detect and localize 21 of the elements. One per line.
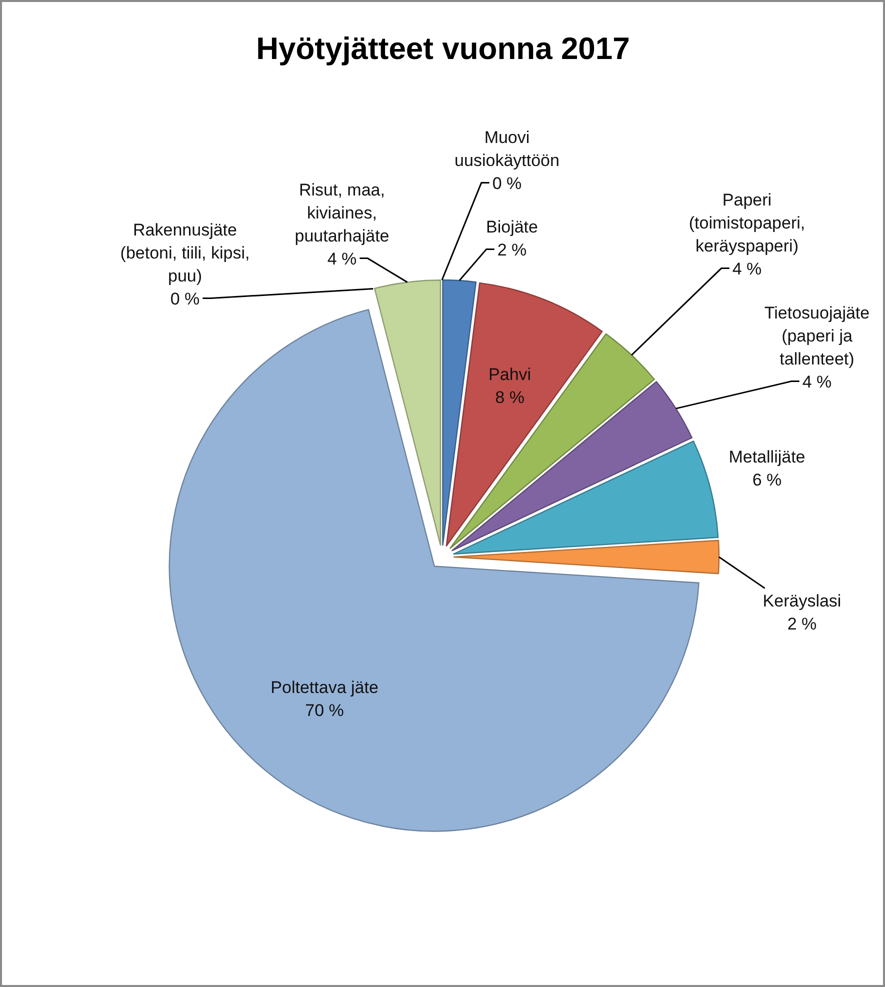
data-label: 4 %	[802, 372, 832, 392]
text: 0 %	[170, 289, 200, 308]
category-label: Rakennusjäte (betoni, tiili, kipsi, puu)	[120, 220, 250, 286]
data-label: 6 %	[752, 470, 782, 490]
slice-label: Pahvi	[488, 364, 532, 384]
data-label: 2 %	[787, 614, 817, 634]
slice-label: Metallijäte	[728, 447, 806, 466]
category-label: Muovi uusiokäyttöön	[454, 128, 560, 170]
slice-label: Paperi (toimistopaperi, keräyspaperi)	[688, 190, 806, 256]
data-label: 4 %	[327, 249, 357, 268]
slice-label: Biojäte	[486, 217, 538, 236]
text: 0 %	[492, 174, 522, 193]
slice-label: Tietosuojajäte (paperi ja tallenteet)	[764, 303, 870, 368]
chart-title: Hyötyjätteet vuonna 2017	[256, 31, 630, 66]
data-label: 4 %	[732, 259, 762, 278]
data-label: 70 %	[305, 701, 344, 720]
slice-label: Keräyslasi	[762, 591, 842, 610]
slice-label: Poltettava jäte	[270, 678, 378, 698]
slice-label: Risut, maa, kiviaines, puutarhajäte	[294, 180, 390, 246]
data-label: 8 %	[495, 388, 524, 407]
data-label: 2 %	[497, 240, 527, 260]
